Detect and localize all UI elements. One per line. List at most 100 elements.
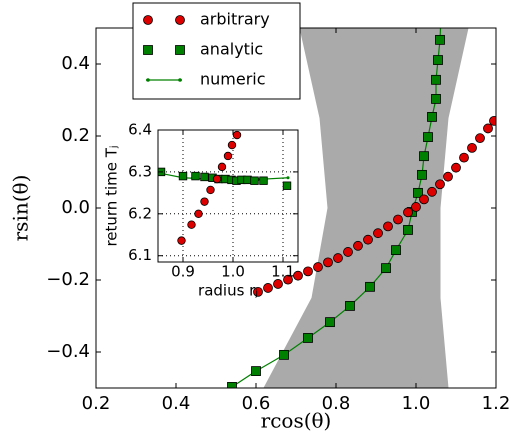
- point: [227, 382, 237, 388]
- x-tick-label: 0.6: [242, 393, 271, 414]
- legend-label: analytic: [200, 40, 263, 59]
- point: [206, 185, 215, 195]
- legend-label: arbitrary: [200, 10, 270, 29]
- point: [323, 257, 333, 268]
- point: [175, 15, 185, 25]
- point: [467, 142, 477, 153]
- x-tick-label: 1.0: [402, 393, 431, 414]
- x-tick-label: 0.2: [82, 393, 111, 414]
- point: [373, 228, 383, 239]
- point: [187, 220, 196, 229]
- point: [200, 172, 209, 182]
- point: [200, 197, 209, 206]
- main-plot: [214, 19, 496, 397]
- point: [427, 112, 437, 122]
- point: [383, 221, 393, 232]
- point: [325, 317, 335, 328]
- point: [417, 169, 427, 180]
- x-tick-label: 0.4: [162, 393, 191, 414]
- point: [214, 393, 218, 397]
- point: [345, 301, 355, 311]
- point: [243, 175, 252, 185]
- point: [313, 262, 323, 272]
- x-tick-label: 1.1: [271, 263, 295, 281]
- x-tick-label: 0.9: [171, 263, 195, 281]
- x-axis-label: rcos(θ): [261, 409, 332, 433]
- x-tick-label: 1.0: [221, 263, 245, 281]
- y-tick-label: −0.4: [46, 341, 90, 362]
- point: [423, 132, 433, 142]
- x-tick-label: 0.8: [322, 393, 351, 414]
- point: [143, 15, 153, 25]
- point: [232, 130, 242, 140]
- point: [250, 176, 259, 185]
- point: [427, 186, 437, 197]
- point: [443, 171, 453, 182]
- point: [263, 283, 273, 293]
- point: [293, 270, 303, 281]
- point: [451, 162, 461, 173]
- point: [365, 281, 375, 292]
- point: [489, 115, 496, 126]
- y-tick-label: −0.2: [46, 269, 90, 290]
- point: [175, 45, 185, 55]
- point: [393, 214, 403, 225]
- legend-label: numeric: [200, 70, 266, 89]
- point: [177, 236, 186, 245]
- inset-axes: 0.9 1.0 1.1 6.1 6.2 6.3 6.4: [128, 121, 299, 281]
- point: [227, 140, 237, 150]
- point: [411, 202, 421, 212]
- point: [303, 333, 313, 343]
- point: [333, 253, 343, 263]
- y-tick-label: 0.2: [61, 125, 90, 146]
- legend-box: [132, 2, 301, 100]
- point: [259, 176, 268, 185]
- trajectory-band: [263, 28, 469, 388]
- point: [286, 176, 290, 180]
- point: [223, 151, 233, 161]
- point: [251, 366, 261, 376]
- point: [353, 240, 363, 251]
- legend: arbitrary analytic numeric: [132, 2, 301, 100]
- point: [483, 123, 493, 134]
- axes-frame: [157, 129, 299, 263]
- point: [191, 171, 200, 181]
- point: [403, 225, 413, 235]
- inset-plot: [158, 130, 298, 262]
- point: [146, 78, 150, 82]
- point: [178, 78, 182, 82]
- inset-x-axis-label: radius rⱼ: [198, 282, 258, 300]
- point: [282, 181, 292, 190]
- point: [439, 19, 443, 23]
- y-tick-label: 6.3: [128, 162, 152, 180]
- y-tick-label: 6.4: [128, 121, 152, 139]
- series-line: [228, 28, 442, 388]
- y-tick-label: 6.1: [128, 246, 152, 264]
- point: [419, 151, 429, 162]
- point: [273, 279, 283, 289]
- point: [419, 194, 429, 205]
- x-tick-label: 1.2: [482, 393, 511, 414]
- point: [217, 162, 227, 172]
- y-tick-label: 0.4: [61, 53, 90, 74]
- point: [303, 266, 313, 277]
- point: [178, 171, 188, 181]
- point: [343, 247, 353, 257]
- point: [431, 74, 441, 85]
- y-axis-label: rsin(θ): [9, 175, 33, 242]
- point: [253, 286, 263, 297]
- point: [431, 94, 441, 104]
- point: [381, 263, 391, 274]
- point: [459, 152, 469, 163]
- point: [143, 45, 153, 55]
- point: [475, 133, 485, 144]
- point: [435, 179, 445, 190]
- point: [391, 245, 401, 256]
- point: [194, 209, 203, 219]
- point: [435, 34, 445, 45]
- point: [413, 187, 423, 198]
- inset-y-axis-label: return time Tⱼ: [103, 145, 121, 246]
- point: [363, 234, 373, 245]
- y-tick-label: 0.0: [61, 197, 90, 218]
